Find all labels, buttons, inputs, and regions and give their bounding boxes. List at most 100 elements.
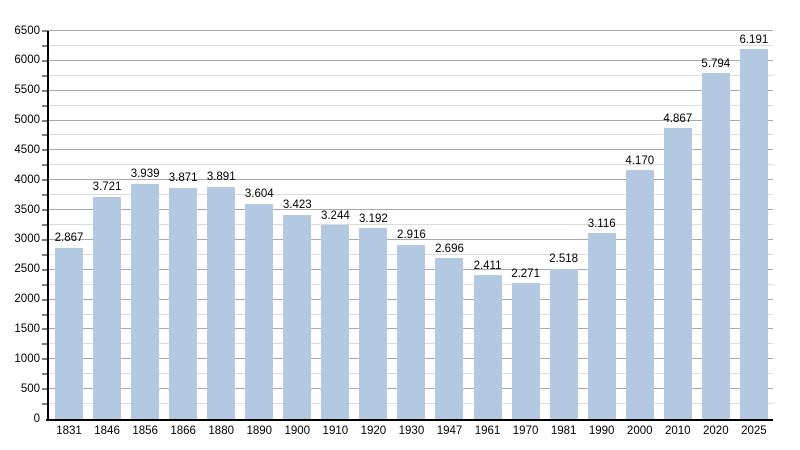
y-axis-tick [42, 179, 48, 181]
x-tick-label: 1831 [56, 425, 82, 437]
y-axis-tick [42, 269, 48, 271]
bar-slot: 2.271 [507, 31, 545, 419]
bar-slot: 2.518 [545, 31, 583, 419]
x-tick-label: 1961 [474, 425, 501, 437]
y-axis-tick [42, 388, 48, 390]
bar-slot: 2.696 [430, 31, 468, 419]
y-axis-tick [42, 328, 48, 330]
bar-value-label: 4.867 [663, 112, 693, 125]
y-axis-tick [42, 224, 48, 226]
y-tick-label: 4500 [14, 143, 40, 156]
x-tick-label: 1856 [132, 425, 158, 437]
gridline-major [48, 149, 773, 151]
gridline-minor [48, 164, 773, 166]
bar-value-label: 2.696 [435, 242, 464, 255]
bar-slot: 3.939 [126, 31, 164, 419]
bars-container: 2.867 3.721 3.939 3.871 3.891 3.604 3.423 3.244… [50, 31, 773, 419]
bar [93, 196, 122, 419]
x-tick-label: 1900 [284, 425, 311, 437]
x-tick-label: 1910 [322, 425, 349, 437]
bar-value-label: 4.170 [625, 154, 655, 167]
y-axis-tick [42, 299, 48, 301]
y-tick-label: 500 [20, 382, 40, 395]
x-axis-labels: 1831 1846 1856 1866 1880 1890 1900 1910 1920 1930… [50, 425, 773, 437]
bar [359, 228, 388, 419]
bar-value-label: 6.191 [739, 33, 769, 46]
bar-slot: 2.867 [50, 31, 88, 419]
x-tick-label: 1970 [512, 425, 539, 437]
bar-slot: 3.604 [240, 31, 278, 419]
bar-value-label: 3.423 [282, 199, 312, 212]
bar-slot: 5.794 [697, 31, 735, 419]
bar-value-label: 2.411 [473, 259, 502, 272]
bar-slot: 3.721 [88, 31, 126, 419]
x-tick-label: 1990 [588, 425, 615, 437]
x-tick-label: 1930 [398, 425, 425, 437]
gridline-major [48, 30, 773, 31]
y-tick-label: 3000 [14, 233, 40, 246]
gridline-minor [48, 194, 773, 196]
y-axis-tick [42, 403, 48, 405]
y-tick-label: 5500 [14, 83, 40, 96]
bar [549, 268, 578, 419]
x-tick-label: 1920 [360, 425, 387, 437]
y-tick-label: 4000 [14, 173, 40, 186]
bar-value-label: 3.871 [168, 172, 198, 185]
bar-value-label: 3.604 [244, 188, 274, 201]
bar-value-label: 3.891 [206, 171, 236, 184]
x-tick-label: 2000 [626, 425, 653, 437]
bar-value-label: 3.244 [320, 209, 350, 222]
y-tick-label: 1500 [14, 322, 40, 335]
y-axis-tick [42, 239, 48, 241]
gridline-major [48, 89, 773, 91]
bar-slot: 6.191 [735, 31, 773, 419]
y-axis-labels: 0 500 1000 1500 2000 2500 3000 3500 4000 4500 5000… [0, 25, 42, 424]
bar-value-label: 3.721 [92, 181, 122, 194]
y-axis-tick [42, 60, 48, 62]
y-axis-tick [42, 358, 48, 360]
y-axis-tick [42, 75, 48, 77]
bar-value-label: 3.192 [359, 212, 388, 225]
x-tick-label: 2025 [741, 425, 767, 437]
bar-value-label: 2.518 [549, 253, 579, 266]
x-tick-label: 1890 [246, 425, 273, 437]
bar-slot: 3.116 [583, 31, 621, 419]
y-tick-label: 2500 [14, 263, 40, 276]
y-axis-tick [42, 120, 48, 122]
bar [283, 214, 312, 419]
y-axis-tick [42, 45, 48, 47]
x-tick-label: 1880 [208, 425, 234, 437]
bar-slot: 3.891 [202, 31, 240, 419]
bar-value-label: 2.916 [397, 229, 426, 242]
bar-value-label: 2.271 [511, 267, 540, 280]
bar [131, 183, 160, 419]
y-axis-tick [42, 134, 48, 136]
y-tick-label: 0 [33, 412, 40, 425]
y-tick-label: 1000 [14, 352, 40, 365]
y-axis-tick [42, 209, 48, 211]
bar [245, 203, 274, 419]
bar [625, 170, 654, 419]
bar-value-label: 2.867 [54, 232, 84, 245]
x-tick-label: 1866 [170, 425, 196, 437]
x-tick-label: 1846 [94, 425, 120, 437]
bar [739, 49, 768, 419]
gridline-major [48, 238, 773, 240]
bar [397, 244, 426, 419]
y-tick-label: 3500 [14, 203, 40, 216]
y-tick-label: 6000 [14, 54, 40, 67]
y-axis-tick [42, 194, 48, 196]
bar-value-label: 3.116 [587, 217, 616, 230]
y-axis-line [47, 31, 49, 421]
bar [511, 283, 540, 419]
x-tick-label: 1981 [550, 425, 577, 437]
y-axis-tick [42, 314, 48, 316]
bar [473, 275, 502, 419]
bar [587, 233, 616, 419]
gridline-major [48, 119, 773, 121]
bar-slot: 2.411 [469, 31, 507, 419]
gridline-minor [48, 134, 773, 136]
bar-value-label: 3.939 [130, 168, 160, 181]
x-tick-label: 2010 [664, 425, 691, 437]
